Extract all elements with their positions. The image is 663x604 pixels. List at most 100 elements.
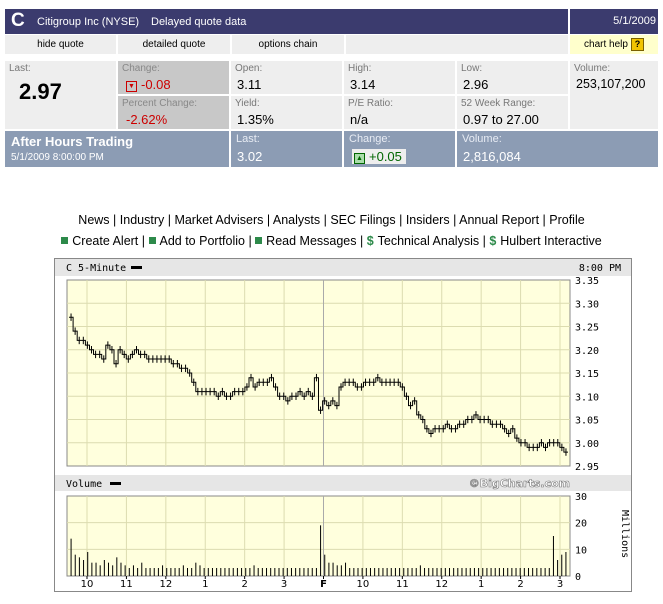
price-tick-label: 3.15 [575, 369, 599, 380]
after-hours-change-label: Change: [349, 133, 391, 145]
market-advisers-link[interactable]: Market Advisers [174, 213, 264, 227]
industry-link[interactable]: Industry [119, 213, 165, 227]
link-divider [344, 35, 346, 54]
quote-header: C Citigroup Inc (NYSE) Delayed quote dat… [5, 9, 658, 34]
messages-icon [255, 237, 263, 244]
price-chart[interactable]: C 5-Minute 8:00 PM 3.35 3.30 3.25 3.20 3.15 3.1… [54, 258, 632, 592]
research-nav: News | Industry | Market Advisers | Anal… [78, 213, 585, 227]
add-portfolio-link[interactable]: Add to Portfolio [159, 234, 245, 248]
yield-value: 1.35% [237, 112, 274, 127]
x-tick-label: 1 [478, 579, 484, 590]
change-value-wrap: ▼ -0.08 [126, 77, 171, 92]
chart-time: 8:00 PM [579, 263, 621, 274]
chart-help-label: chart help [584, 39, 628, 50]
data-status: Delayed quote data [151, 16, 247, 28]
sec-filings-link[interactable]: SEC Filings [330, 213, 396, 227]
detailed-quote-link[interactable]: detailed quote [142, 39, 206, 50]
pe-value: n/a [350, 112, 369, 127]
volume-tick-label: 20 [575, 519, 587, 530]
chart-title: C 5-Minute [66, 263, 126, 274]
news-link[interactable]: News [78, 213, 110, 227]
after-hours-change-cell: Change: ▲ +0.05 [344, 131, 455, 167]
alert-icon [61, 237, 69, 244]
options-chain-link[interactable]: options chain [258, 39, 318, 50]
price-tick-label: 3.35 [575, 276, 599, 287]
annual-report-link[interactable]: Annual Report [459, 213, 540, 227]
x-tick-label: 2 [241, 579, 247, 590]
read-messages-link[interactable]: Read Messages [266, 234, 357, 248]
quote-links-bar: hide quote detailed quote options chain … [5, 35, 658, 54]
up-arrow-icon: ▲ [354, 153, 365, 164]
x-tick-label: 11 [120, 579, 133, 590]
volume-label: Volume: [574, 63, 611, 74]
volume-panel [66, 495, 571, 577]
x-tick-label: 12 [435, 579, 448, 590]
volume-legend-swatch [110, 482, 121, 485]
volume-tick-label: 10 [575, 545, 587, 556]
pe-label: P/E Ratio: [348, 98, 394, 109]
profile-link[interactable]: Profile [549, 213, 585, 227]
percent-change-label: Percent Change: [122, 98, 198, 109]
header-divider [568, 9, 570, 34]
technical-analysis-link[interactable]: Technical Analysis [377, 234, 480, 248]
price-tick-label: 3.10 [575, 392, 599, 403]
range-value: 0.97 to 27.00 [463, 112, 539, 127]
insiders-link[interactable]: Insiders [405, 213, 450, 227]
x-tick-label: 12 [159, 579, 172, 590]
link-divider [568, 35, 570, 54]
after-hours-last-value: 3.02 [237, 149, 263, 164]
price-tick-label: 3.25 [575, 323, 599, 334]
range-cell: 52 Week Range: 0.97 to 27.00 [457, 96, 568, 129]
chart-watermark: ©BigCharts.com [469, 477, 570, 490]
tools-nav: Create Alert | Add to Portfolio | Read M… [0, 234, 663, 248]
pe-cell: P/E Ratio: n/a [344, 96, 455, 129]
company-name: Citigroup Inc (NYSE) [37, 16, 140, 28]
after-hours-last-label: Last: [236, 133, 260, 145]
volume-label: Volume [66, 479, 102, 490]
x-tick-label: 10 [357, 579, 370, 590]
low-value: 2.96 [463, 77, 489, 92]
high-label: High: [348, 63, 372, 74]
portfolio-icon [148, 237, 156, 244]
volume-value: 253,107,200 [576, 77, 646, 91]
price-tick-label: 3.20 [575, 346, 599, 357]
create-alert-link[interactable]: Create Alert [72, 234, 139, 248]
price-tick-label: 3.00 [575, 439, 599, 450]
after-hours-volume-cell: Volume: 2,816,084 [457, 131, 658, 167]
change-cell: Change: ▼ -0.08 [118, 61, 229, 94]
range-label: 52 Week Range: [461, 98, 536, 109]
hulbert-interactive-link[interactable]: Hulbert Interactive [500, 234, 602, 248]
percent-change-cell: Percent Change: -2.62% [118, 96, 229, 129]
chart-legend-swatch [131, 266, 142, 269]
down-arrow-icon: ▼ [126, 81, 137, 92]
volume-unit-label: Millions [619, 510, 630, 558]
percent-change-value: -2.62% [126, 112, 168, 127]
chart-help-link[interactable]: chart help? [570, 35, 658, 54]
after-hours-title-cell: After Hours Trading 5/1/2009 8:00:00 PM [5, 131, 229, 167]
link-divider [116, 35, 118, 54]
x-tick-label: F [320, 579, 327, 590]
x-tick-label: 3 [557, 579, 563, 590]
after-hours-volume-label: Volume: [462, 133, 502, 145]
x-tick-label: 3 [281, 579, 287, 590]
quote-date: 5/1/2009 [613, 15, 656, 27]
ticker-symbol: C [11, 10, 25, 31]
volume-title-bar [55, 475, 631, 491]
hide-quote-link[interactable]: hide quote [37, 39, 84, 50]
open-value: 3.11 [237, 77, 262, 92]
change-value: -0.08 [141, 77, 171, 92]
high-value: 3.14 [350, 77, 376, 92]
analysts-link[interactable]: Analysts [272, 213, 321, 227]
after-hours-last-cell: Last: 3.02 [231, 131, 342, 167]
x-tick-label: 11 [396, 579, 409, 590]
after-hours-volume-value: 2,816,084 [463, 149, 521, 164]
after-hours-title: After Hours Trading [11, 134, 134, 149]
x-tick-label: 1 [202, 579, 208, 590]
x-tick-label: 10 [81, 579, 94, 590]
after-hours-timestamp: 5/1/2009 8:00:00 PM [11, 152, 104, 163]
low-label: Low: [461, 63, 483, 74]
volume-tick-label: 30 [575, 492, 587, 503]
volume-cell: Volume: 253,107,200 [570, 61, 658, 129]
price-tick-label: 2.95 [575, 462, 599, 473]
last-price: 2.97 [19, 79, 62, 104]
